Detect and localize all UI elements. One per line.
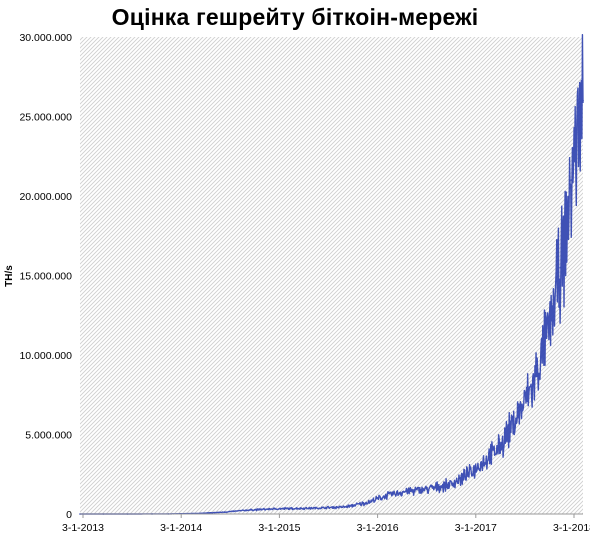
data-point: [370, 500, 372, 503]
y-axis-label: TH/s: [4, 265, 15, 287]
data-point: [582, 99, 584, 102]
data-point: [498, 446, 501, 449]
data-point: [467, 473, 470, 476]
data-point: [345, 506, 347, 508]
x-tick-label: 3-1-2015: [258, 522, 300, 534]
data-point: [434, 486, 437, 489]
x-tick-label: 3-1-2016: [357, 522, 399, 534]
data-point: [223, 511, 226, 513]
y-tick-label: 10.000.000: [19, 350, 72, 362]
data-point: [559, 266, 562, 269]
x-tick-label: 3-1-2017: [455, 522, 497, 534]
y-tick-label: 15.000.000: [19, 271, 72, 283]
data-point: [570, 179, 573, 181]
x-tick-label: 3-1-2013: [62, 522, 104, 534]
data-point: [576, 131, 578, 134]
data-point: [361, 502, 364, 505]
data-point: [385, 494, 388, 497]
y-tick-label: 5.000.000: [25, 430, 72, 442]
data-point: [482, 460, 485, 463]
plot-area: [80, 37, 583, 514]
data-point: [543, 346, 545, 348]
y-tick-label: 25.000.000: [19, 112, 72, 124]
chart-title: Оцінка гешрейту біткоін-мережі: [111, 4, 479, 30]
y-tick-label: 0: [66, 509, 72, 521]
data-point: [515, 417, 517, 420]
data-point: [401, 490, 404, 493]
data-point: [273, 508, 275, 510]
x-axis: 3-1-2013 3-1-2014 3-1-2015 3-1-2016 3-1-2017…: [62, 514, 590, 534]
y-tick-label: 20.000.000: [19, 191, 72, 203]
data-point: [418, 489, 420, 491]
data-point: [531, 386, 534, 388]
y-axis: 0 5.000.000 10.000.000 15.000.000 20.000.000…: [19, 32, 72, 521]
data-point: [320, 507, 323, 509]
x-tick-label: 3-1-2018: [553, 522, 590, 534]
data-point: [296, 507, 299, 510]
data-point: [248, 509, 250, 511]
data-point: [564, 242, 567, 245]
y-tick-label: 30.000.000: [19, 32, 72, 44]
data-point: [551, 314, 554, 317]
data-point: [450, 482, 453, 485]
x-tick-label: 3-1-2014: [160, 522, 202, 534]
